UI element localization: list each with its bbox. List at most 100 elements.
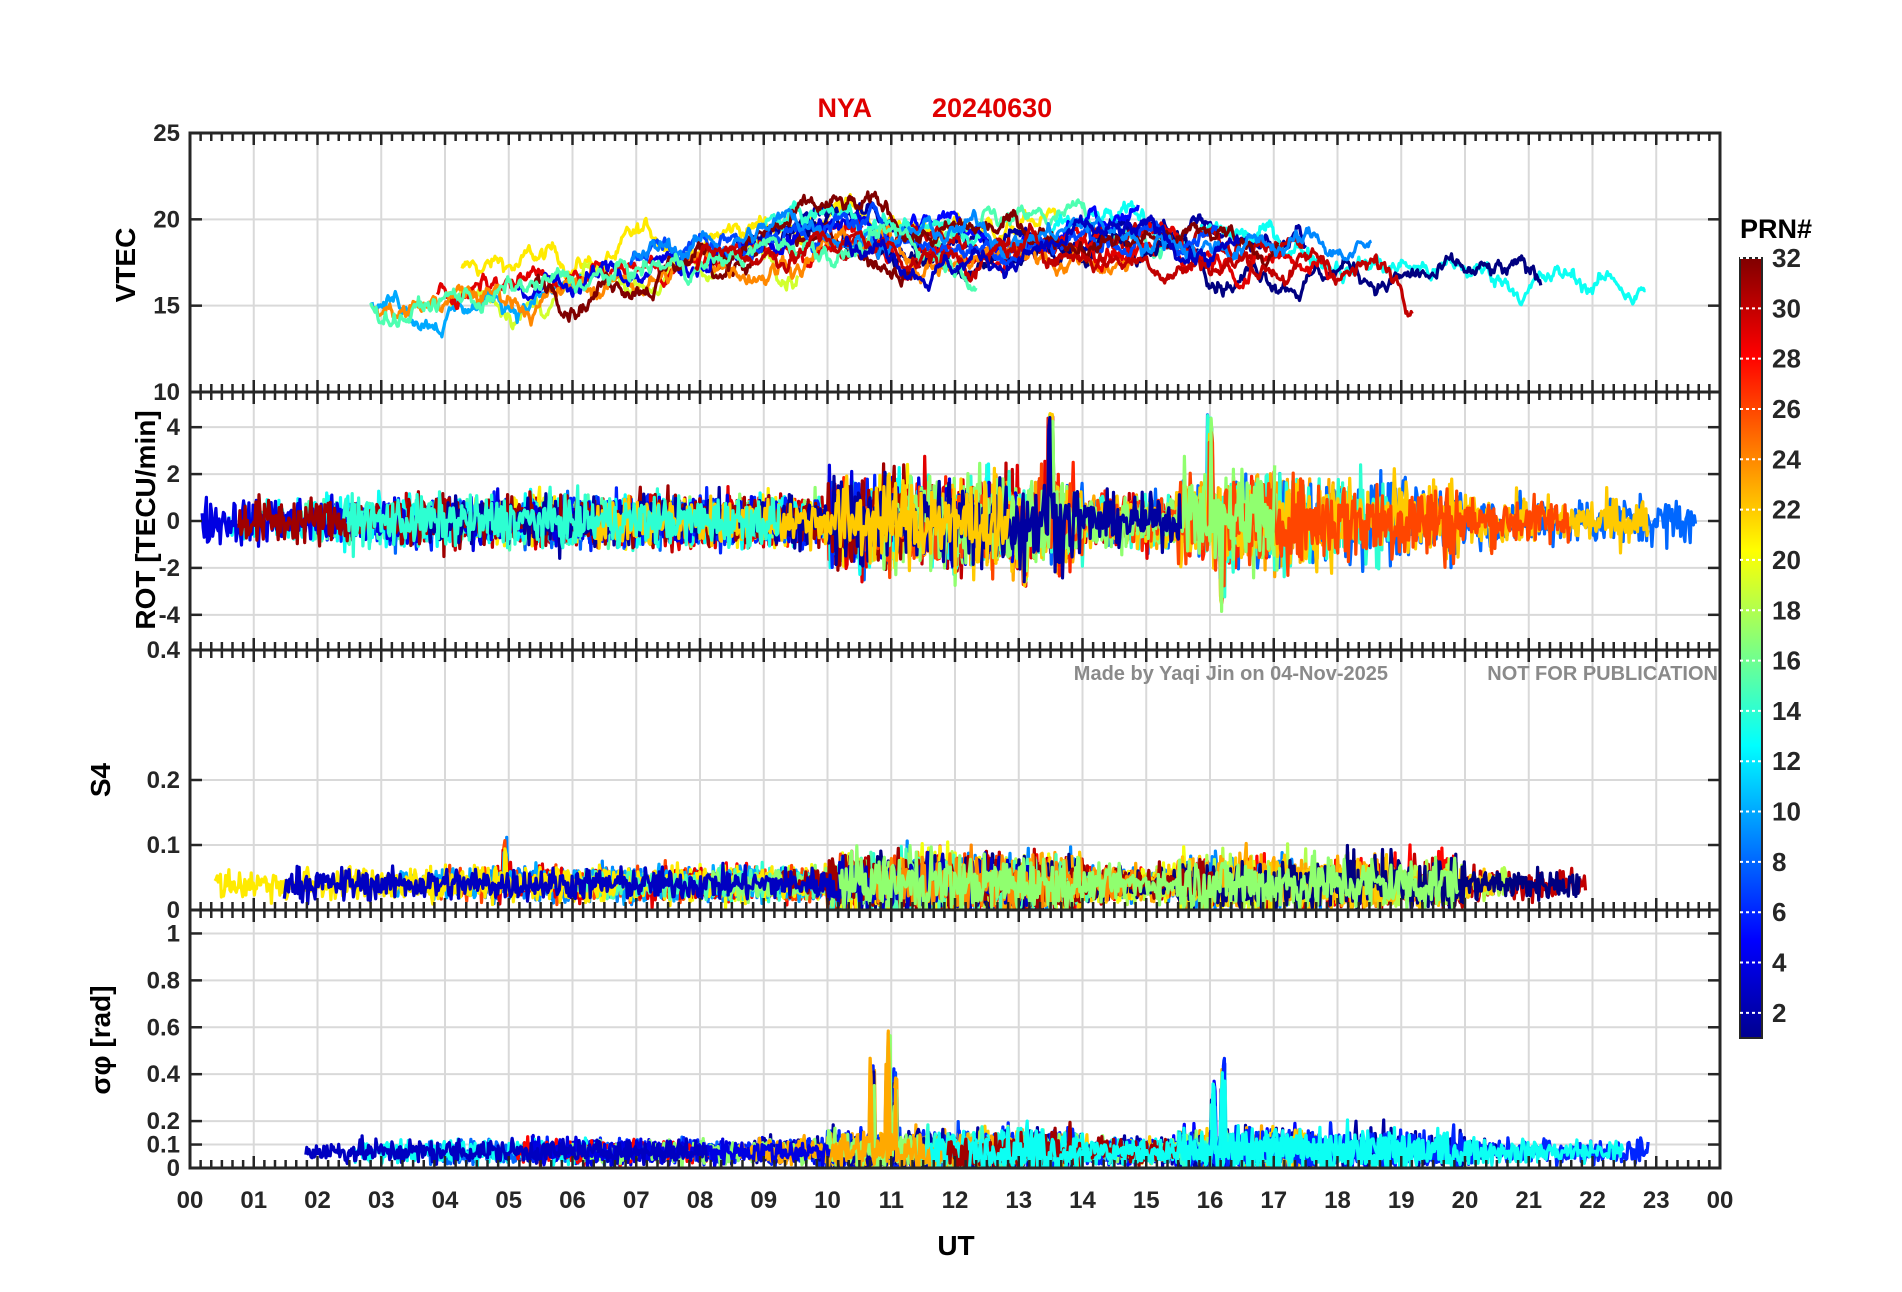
y-tick-label: 0.1 (147, 832, 180, 859)
x-tick-label: 09 (750, 1187, 777, 1214)
y-axis-label: ROT [TECU/min] (130, 410, 161, 629)
colorbar-tick-label: 12 (1772, 746, 1801, 776)
colorbar-gradient (1739, 257, 1763, 1039)
colorbar-tick-label: 6 (1772, 897, 1786, 927)
series-prn-line (630, 208, 1373, 262)
series-prn-line (694, 222, 1414, 318)
minor-ticks (188, 910, 1722, 1170)
x-tick-label: 14 (1069, 1187, 1096, 1214)
x-tick-label: 20 (1452, 1187, 1479, 1214)
colorbar-tick-label: 16 (1772, 646, 1801, 676)
minor-ticks (188, 648, 1722, 912)
series-prn-line (628, 201, 1219, 267)
x-tick-label: 13 (1005, 1187, 1032, 1214)
y-tick-label: 20 (153, 206, 180, 233)
x-tick-label: 05 (495, 1187, 522, 1214)
chart-title-date: 20240630 (932, 93, 1052, 123)
y-tick-label: 0.6 (147, 1014, 180, 1041)
chart-title-station: NYA (817, 93, 872, 123)
y-tick-label: 15 (153, 293, 180, 320)
series-prn-line (1048, 200, 1646, 307)
series-group (200, 412, 1698, 613)
series-prn-line (844, 214, 1241, 292)
y-tick-label: 0 (167, 897, 180, 924)
series-group (213, 835, 1588, 910)
colorbar-tick-label: 24 (1772, 444, 1801, 474)
x-tick-label: 16 (1197, 1187, 1224, 1214)
series-prn-line (373, 224, 1134, 327)
y-tick-label: 0.2 (147, 767, 180, 794)
x-tick-label: 10 (814, 1187, 841, 1214)
watermark-notice: NOT FOR PUBLICATION (1487, 663, 1718, 685)
panel-3: 0 0.1 0.2 0.4 S4 (85, 637, 1722, 924)
series-prn-line (968, 1071, 1625, 1168)
series-prn-line (529, 190, 1280, 323)
y-tick-label: 0.8 (147, 967, 180, 994)
y-tick-label: 10 (153, 379, 180, 406)
series-group (304, 1029, 1650, 1168)
colorbar-tick-label: 28 (1772, 344, 1801, 374)
x-tick-label: 18 (1324, 1187, 1351, 1214)
colorbar-title: PRN# (1740, 214, 1812, 244)
y-tick-label: -2 (159, 555, 180, 582)
y-tick-label: 0.4 (147, 637, 181, 664)
panel-4: 00.10.2 0.4 0.6 0.8 1 σφ [rad] (85, 908, 1722, 1182)
y-tick-label: 0 (167, 508, 180, 535)
x-tick-label: 02 (304, 1187, 331, 1214)
y-tick-label: 1 (167, 920, 180, 947)
x-tick-label: 07 (623, 1187, 650, 1214)
colorbar-tick-label: 10 (1772, 797, 1801, 827)
x-tick-label: 21 (1515, 1187, 1542, 1214)
colorbar-tick-label: 14 (1772, 696, 1801, 726)
x-tick-label: 01 (240, 1187, 267, 1214)
x-tick-label: 00 (177, 1187, 204, 1214)
colorbar-tick-label: 22 (1772, 495, 1801, 525)
y-tick-label: 0.1 (147, 1132, 180, 1159)
series-prn-line (708, 221, 922, 288)
colorbar-tick-label: 32 (1772, 243, 1801, 273)
colorbar-tick-label: 2 (1772, 998, 1786, 1028)
y-tick-label: 0.2 (147, 1108, 180, 1135)
colorbar-tick-label: 8 (1772, 847, 1786, 877)
colorbar-tick-label: 26 (1772, 394, 1801, 424)
y-tick-label: 4 (167, 414, 181, 441)
colorbar-tick-label: 20 (1772, 545, 1801, 575)
x-tick-label: 06 (559, 1187, 586, 1214)
colorbar-tick-label: 30 (1772, 293, 1801, 323)
colorbar-tick-label: 4 (1772, 948, 1787, 978)
series-prn-line (369, 223, 978, 328)
x-tick-label: 22 (1579, 1187, 1606, 1214)
x-tick-label: 19 (1388, 1187, 1415, 1214)
panel-1: 10 15 20 25 VTEC (110, 120, 1722, 406)
y-tick-label: 2 (167, 461, 180, 488)
colorbar-tick-label: 18 (1772, 595, 1801, 625)
y-tick-label: 0.4 (147, 1061, 181, 1088)
y-tick-label: 0 (167, 1155, 180, 1182)
x-tick-labels: 00 01 02 03 04 05 06 07 08 09 10 11 12 13 14 15 16 17 18 19… (177, 1187, 1734, 1214)
x-tick-label: 04 (432, 1187, 459, 1214)
x-tick-label: 08 (687, 1187, 714, 1214)
x-tick-label: 00 (1707, 1187, 1734, 1214)
series-group (369, 190, 1646, 339)
x-tick-label: 15 (1133, 1187, 1160, 1214)
x-tick-label: 17 (1260, 1187, 1287, 1214)
y-axis-label: σφ [rad] (85, 985, 116, 1094)
y-axis-label: VTEC (110, 228, 141, 303)
x-tick-label: 11 (879, 1187, 904, 1214)
series-prn-line (838, 844, 1460, 910)
y-tick-label: -4 (159, 602, 181, 629)
series-prn-line (342, 484, 781, 559)
x-tick-label: 12 (942, 1187, 969, 1214)
x-axis-label: UT (937, 1230, 974, 1261)
series-prn-line (304, 1134, 710, 1168)
y-axis-label: S4 (85, 762, 116, 797)
x-tick-label: 03 (368, 1187, 395, 1214)
watermark-author: Made by Yaqi Jin on 04-Nov-2025 (1074, 663, 1388, 685)
x-tick-label: 23 (1643, 1187, 1670, 1214)
